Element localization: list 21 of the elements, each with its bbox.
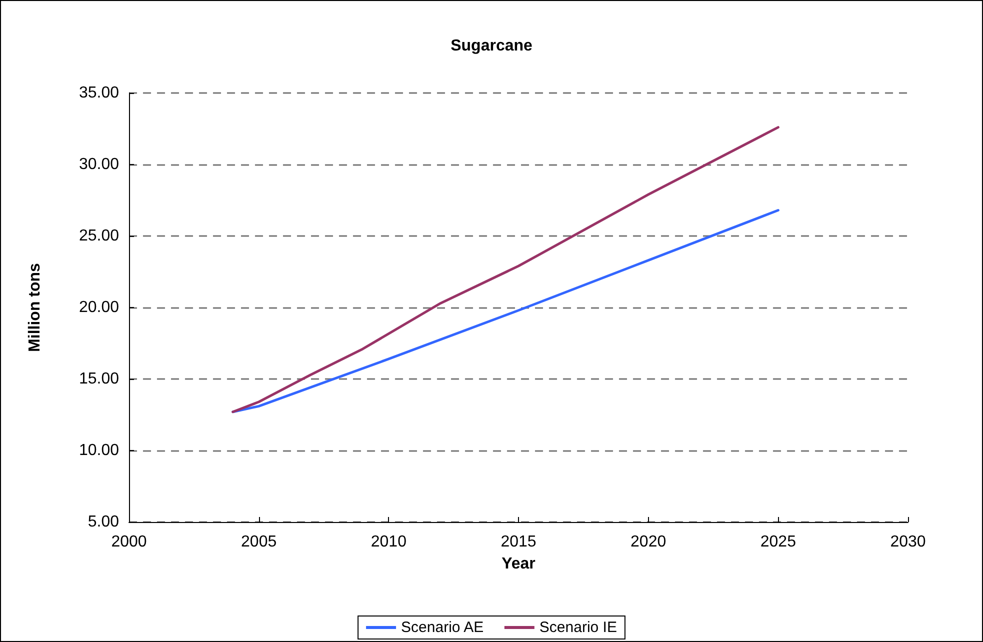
x-tick-label: 2005 [241, 534, 277, 550]
x-tick-label: 2000 [111, 534, 147, 550]
x-tick-label: 2020 [630, 534, 666, 550]
y-tick-label: 35.00 [78, 84, 120, 102]
y-tick-label: 10.00 [78, 442, 120, 459]
x-tick-label: 2025 [760, 534, 796, 550]
chart-title: Sugarcane [450, 38, 533, 54]
legend-label: Scenario IE [539, 619, 617, 636]
y-tick-label: 15.00 [78, 370, 120, 388]
y-tick-label: 30.00 [78, 156, 120, 173]
x-tick-label: 2030 [890, 534, 926, 550]
y-tick-label: 5.00 [88, 514, 120, 530]
x-tick-label: 2010 [370, 534, 407, 550]
legend-label: Scenario AE [401, 619, 484, 636]
y-axis-title: Million tons [26, 262, 44, 352]
line-series [232, 209, 780, 414]
x-axis-title: Year [502, 556, 536, 572]
x-tick-label: 2015 [500, 534, 536, 550]
line-series [232, 126, 780, 414]
y-tick-label: 20.00 [78, 299, 120, 316]
y-tick-label: 25.00 [78, 228, 120, 244]
